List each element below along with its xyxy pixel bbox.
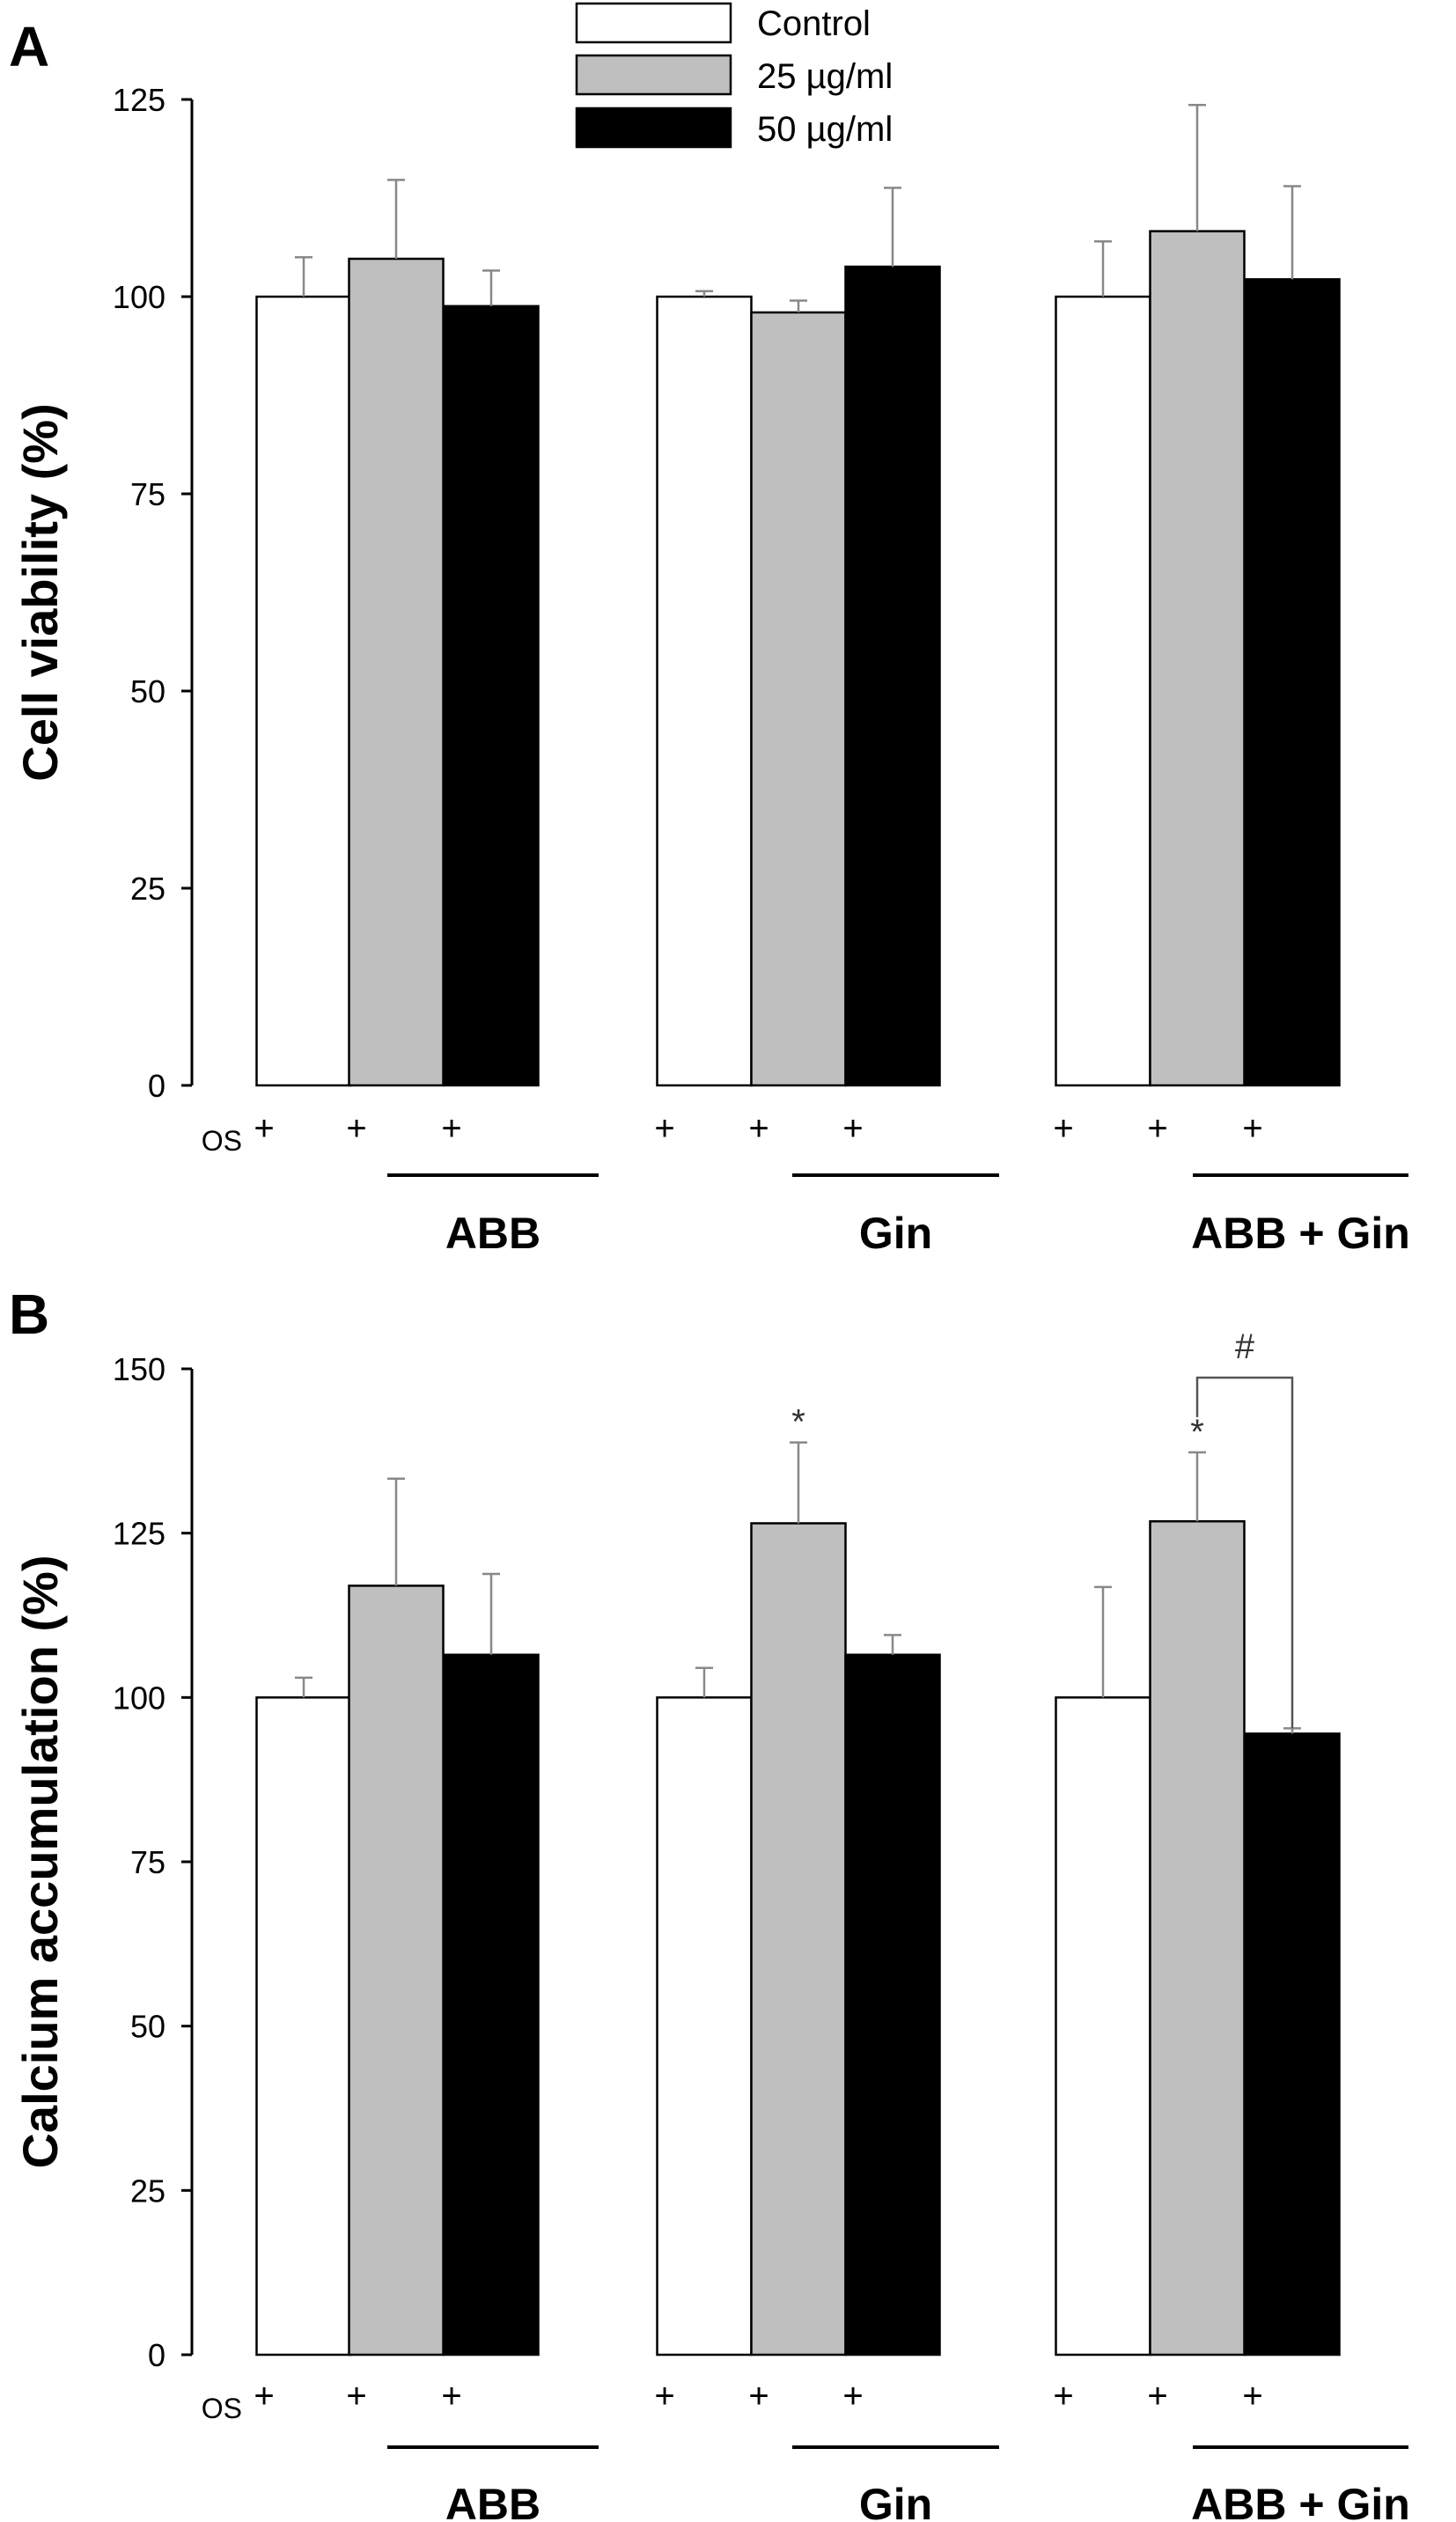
group-label: ABB <box>445 1209 540 1258</box>
os-plus-mark: + <box>654 2377 674 2415</box>
bar <box>1149 1519 1246 2357</box>
legend: Control 25 µg/ml 50 µg/ml <box>575 2 893 149</box>
panel-label: A <box>9 15 49 78</box>
group-label: ABB <box>445 2480 540 2522</box>
panel-label: B <box>9 1283 49 1346</box>
y-axis-label: Calcium accumulation (%) <box>12 1555 68 2168</box>
os-row-label: OS <box>202 2393 242 2424</box>
bar <box>1244 1732 1341 2357</box>
group-label: ABB + Gin <box>1191 1209 1410 1258</box>
y-tick-label: 0 <box>148 2337 165 2373</box>
os-plus-mark: + <box>254 2377 274 2415</box>
group-label: Gin <box>859 2480 932 2522</box>
bar <box>750 311 847 1087</box>
os-plus-mark: + <box>441 2377 461 2415</box>
y-tick-label: 50 <box>130 2009 165 2045</box>
y-axis-label: Cell viability (%) <box>12 403 68 781</box>
y-tick-label: 100 <box>113 279 165 315</box>
y-tick-label: 50 <box>130 673 165 710</box>
bar <box>1244 278 1341 1087</box>
os-plus-mark: + <box>346 1109 366 1148</box>
os-plus-mark: + <box>1242 1109 1262 1148</box>
bar <box>656 1696 753 2357</box>
bar <box>844 265 941 1087</box>
y-tick-label: 25 <box>130 871 165 907</box>
os-plus-mark: + <box>1147 1109 1167 1148</box>
annotation-asterisk: * <box>1190 1413 1204 1452</box>
panel-b: B 0 25 50 75 100 125 150 Calcium accumulation (%… <box>9 1283 1410 2522</box>
bar <box>348 1585 445 2357</box>
os-plus-mark: + <box>346 2377 366 2415</box>
annotation-asterisk: * <box>791 1403 805 1442</box>
legend-label-control: Control <box>757 4 871 43</box>
bar <box>443 305 540 1087</box>
panel-a: A 0 25 50 75 100 125 Cell viability (%) OS + + + + + +… <box>9 15 1410 1258</box>
os-plus-mark: + <box>1053 1109 1073 1148</box>
legend-swatch-control <box>575 2 732 44</box>
os-plus-mark: + <box>1242 2377 1262 2415</box>
bar <box>656 295 753 1087</box>
bar <box>750 1522 847 2357</box>
bar <box>443 1653 540 2357</box>
group-label: Gin <box>859 1209 932 1258</box>
y-tick-label: 0 <box>148 1068 165 1104</box>
os-plus-mark: + <box>441 1109 461 1148</box>
os-plus-mark: + <box>842 2377 863 2415</box>
legend-swatch-50 <box>575 107 732 149</box>
os-plus-mark: + <box>1147 2377 1167 2415</box>
legend-swatch-25 <box>575 54 732 96</box>
y-tick-label: 100 <box>113 1680 165 1716</box>
legend-label-50: 50 µg/ml <box>757 110 893 149</box>
y-tick-label: 125 <box>113 1516 165 1552</box>
annotation-hash: # <box>1235 1327 1255 1366</box>
bar <box>1149 230 1246 1087</box>
y-tick-label: 25 <box>130 2173 165 2209</box>
os-plus-mark: + <box>654 1109 674 1148</box>
y-tick-label: 75 <box>130 476 165 512</box>
os-plus-mark: + <box>1053 2377 1073 2415</box>
os-plus-mark: + <box>842 1109 863 1148</box>
bar <box>1055 1696 1151 2357</box>
bar <box>255 1696 352 2357</box>
bar <box>348 257 445 1087</box>
group-label: ABB + Gin <box>1191 2480 1410 2522</box>
bar <box>1055 295 1151 1087</box>
bar <box>844 1653 941 2357</box>
os-plus-mark: + <box>748 1109 768 1148</box>
y-tick-label: 75 <box>130 1844 165 1880</box>
significance-bracket <box>1195 1376 1294 1729</box>
os-plus-mark: + <box>254 1109 274 1148</box>
legend-label-25: 25 µg/ml <box>757 57 893 96</box>
y-tick-label: 125 <box>113 82 165 118</box>
bar <box>255 295 352 1087</box>
os-row-label: OS <box>202 1125 242 1157</box>
os-plus-mark: + <box>748 2377 768 2415</box>
y-tick-label: 150 <box>113 1351 165 1387</box>
